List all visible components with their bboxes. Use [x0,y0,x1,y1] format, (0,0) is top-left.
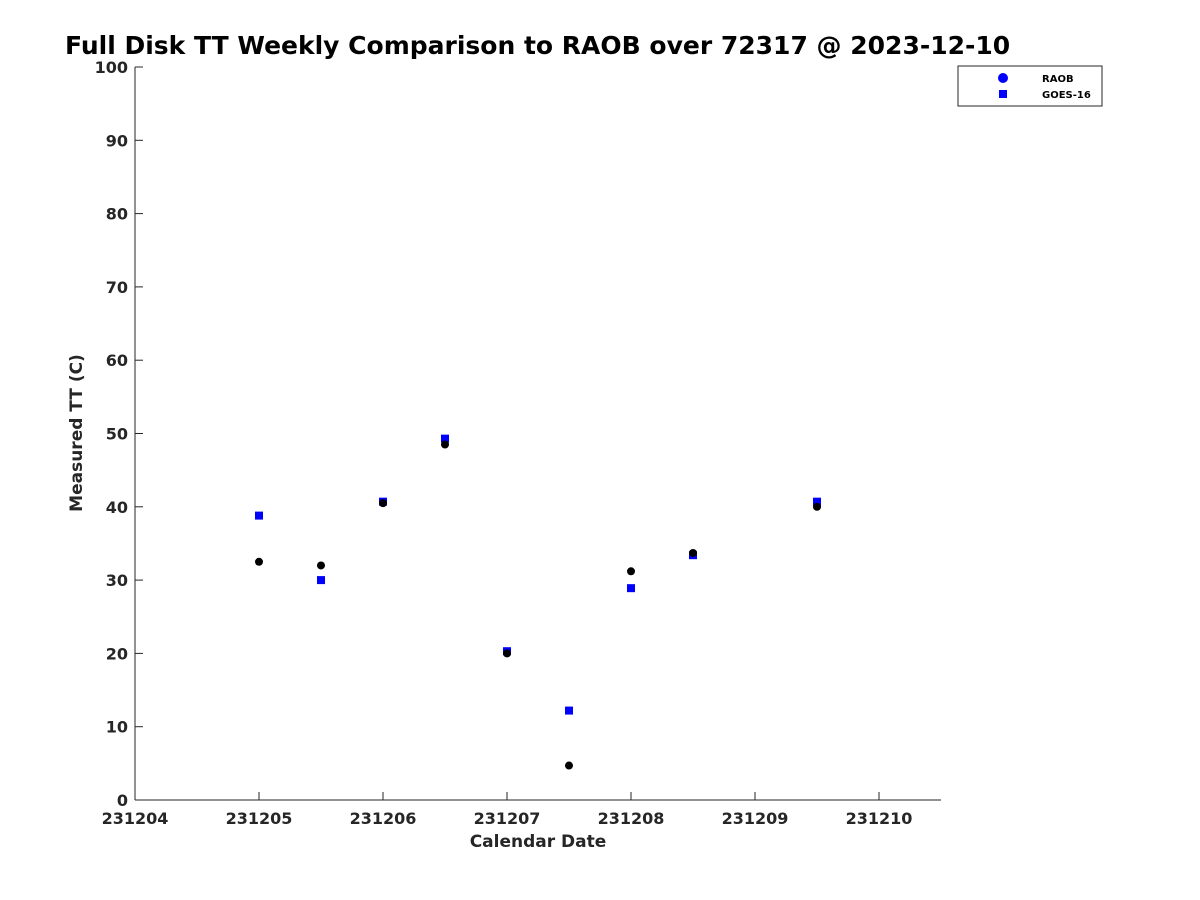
goes16-point [565,706,573,715]
legend-box [957,65,1103,107]
legend-goes16-marker [999,90,1007,98]
legend-entries: RAOB GOES-16 [998,73,1091,101]
x-tick-label: 231210 [846,809,913,828]
y-tick-label: 90 [106,131,128,150]
x-axis-label: Calendar Date [470,832,607,852]
raob-point [441,440,449,449]
goes16-point [441,434,449,443]
x-tick-label: 231209 [722,809,789,828]
y-tick-label: 40 [106,498,128,517]
raob-point [813,502,821,511]
raob-point [317,561,325,570]
legend-label: RAOB [1042,74,1074,85]
y-tick-label: 50 [106,425,128,444]
y-tick-label: 10 [106,718,128,737]
y-tick-label: 80 [106,205,128,224]
goes16-point [317,576,325,585]
y-tick-label: 20 [106,644,128,663]
raob-point [255,557,263,566]
goes16-point [627,584,635,593]
y-tick-label: 0 [117,791,128,810]
x-tick-label: 231204 [102,809,169,828]
y-axis-ticks: 0 10 20 30 40 50 60 70 80 90 100 [95,58,143,810]
data-points [255,434,821,770]
goes16-point [813,497,821,506]
legend-label: GOES-16 [1042,90,1091,101]
y-axis-label: Measured TT (C) [67,354,87,512]
y-tick-label: 60 [106,351,128,370]
raob-point [689,548,697,557]
x-tick-label: 231208 [598,809,665,828]
y-tick-label: 100 [95,58,128,77]
x-tick-label: 231205 [226,809,293,828]
x-tick-label: 231207 [474,809,541,828]
legend-raob-marker [998,73,1008,83]
raob-point [503,649,511,658]
raob-point [627,567,635,576]
chart-title: Full Disk TT Weekly Comparison to RAOB o… [65,31,1010,60]
goes16-point [255,511,263,520]
x-tick-label: 231206 [350,809,417,828]
raob-point [379,499,387,508]
raob-point [565,761,573,770]
legend: RAOB GOES-16 [957,65,1103,107]
y-tick-label: 70 [106,278,128,297]
y-tick-label: 30 [106,571,128,590]
x-axis-ticks: 231204 231205 231206 231207 231208 231209 2312… [102,792,913,828]
